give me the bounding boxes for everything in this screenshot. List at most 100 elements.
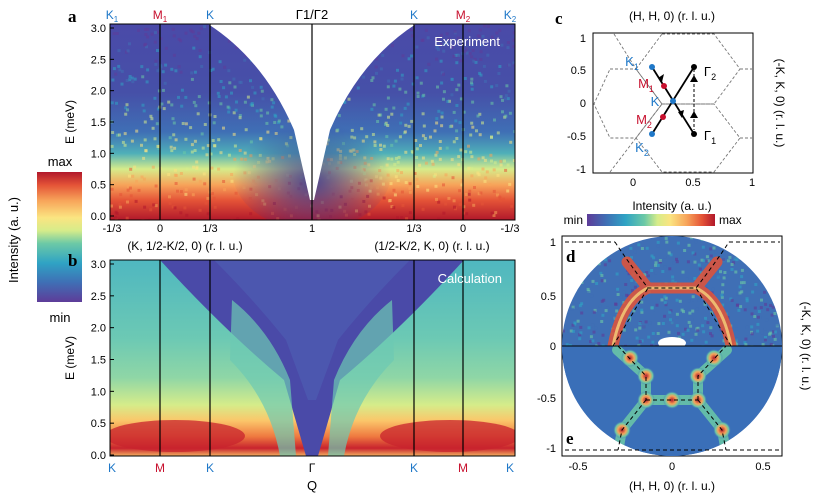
colorbar-min-label: min — [50, 310, 71, 325]
noise-pixel — [589, 335, 593, 339]
noise-pixel — [209, 69, 213, 72]
noise-pixel — [123, 132, 127, 136]
noise-pixel — [720, 295, 724, 299]
panel-a-ytick-label: 3.0 — [91, 23, 106, 35]
noise-pixel — [243, 100, 247, 104]
noise-pixel — [185, 213, 189, 217]
noise-pixel — [140, 143, 143, 147]
noise-pixel — [450, 158, 454, 162]
noise-pixel — [628, 316, 632, 320]
noise-pixel — [471, 100, 475, 104]
noise-pixel — [171, 117, 175, 121]
noise-pixel — [401, 203, 405, 207]
noise-pixel — [110, 101, 114, 105]
noise-pixel — [234, 191, 238, 195]
noise-pixel — [632, 309, 636, 313]
panel-c-ytick-label: 1 — [580, 33, 586, 45]
noise-pixel — [675, 324, 679, 328]
noise-pixel — [589, 340, 593, 344]
noise-pixel — [213, 115, 217, 118]
noise-pixel — [470, 167, 474, 171]
noise-pixel — [396, 160, 400, 164]
noise-pixel — [400, 77, 404, 81]
noise-pixel — [671, 275, 675, 279]
noise-pixel — [586, 291, 590, 294]
noise-pixel — [437, 109, 441, 113]
noise-pixel — [703, 302, 707, 306]
noise-pixel — [145, 45, 148, 49]
noise-pixel — [458, 203, 462, 207]
noise-pixel — [190, 71, 194, 75]
panel-a-ytick-label: 1.0 — [91, 148, 106, 160]
noise-pixel — [691, 251, 695, 255]
noise-pixel — [492, 168, 496, 172]
noise-pixel — [172, 53, 176, 57]
noise-pixel — [172, 34, 176, 38]
panel-a-xlabel-left: (K, 1/2-K/2, 0) (r. l. u.) — [127, 239, 242, 253]
noise-pixel — [597, 262, 601, 266]
noise-pixel — [502, 197, 505, 201]
noise-pixel — [371, 76, 375, 80]
noise-pixel — [471, 125, 475, 129]
noise-pixel — [172, 133, 176, 137]
noise-pixel — [669, 269, 673, 272]
noise-pixel — [125, 103, 129, 107]
calculation-label: Calculation — [438, 271, 502, 286]
noise-pixel — [690, 338, 694, 342]
top-label-m2: M2 — [456, 8, 471, 24]
noise-pixel — [259, 85, 263, 89]
point-k — [670, 98, 676, 104]
noise-pixel — [235, 45, 239, 49]
noise-pixel — [490, 159, 493, 163]
panel-c-ytick-label: 0.5 — [571, 65, 586, 77]
noise-pixel — [180, 104, 184, 108]
noise-pixel — [592, 310, 596, 314]
noise-pixel — [754, 283, 758, 286]
noise-pixel — [654, 271, 658, 275]
noise-pixel — [222, 86, 226, 90]
noise-pixel — [154, 204, 158, 208]
noise-pixel — [460, 183, 464, 187]
top-label-k-right: K — [410, 8, 418, 22]
noise-pixel — [472, 203, 476, 207]
noise-pixel — [571, 323, 575, 327]
noise-pixel — [495, 84, 499, 88]
noise-pixel — [110, 144, 114, 148]
noise-pixel — [419, 144, 422, 147]
noise-pixel — [399, 121, 403, 125]
noise-pixel — [490, 85, 494, 89]
panel-b-ytick-label: 2.5 — [91, 291, 106, 303]
noise-pixel — [230, 173, 234, 176]
noise-pixel — [603, 258, 607, 262]
noise-pixel — [669, 292, 673, 296]
noise-pixel — [444, 202, 448, 206]
noise-pixel — [124, 112, 128, 116]
noise-pixel — [483, 79, 487, 83]
colorbar-title: Intensity (a. u.) — [6, 197, 21, 283]
label-k2: K2 — [635, 140, 649, 158]
noise-pixel — [168, 136, 172, 140]
noise-pixel — [454, 119, 458, 123]
panel-de-xtick-label: -0.5 — [569, 461, 588, 473]
noise-pixel — [723, 271, 727, 274]
noise-pixel — [661, 270, 665, 273]
noise-pixel — [686, 328, 690, 332]
noise-pixel — [565, 343, 569, 347]
noise-pixel — [740, 290, 744, 294]
noise-pixel — [177, 95, 180, 99]
noise-pixel — [356, 86, 360, 90]
noise-pixel — [479, 73, 483, 77]
noise-pixel — [394, 156, 398, 160]
noise-pixel — [766, 342, 770, 346]
noise-pixel — [174, 182, 178, 185]
noise-pixel — [416, 185, 420, 188]
noise-pixel — [664, 236, 668, 240]
noise-pixel — [426, 188, 430, 192]
noise-pixel — [479, 58, 483, 61]
noise-pixel — [737, 308, 741, 312]
noise-pixel — [629, 246, 633, 250]
noise-pixel — [400, 190, 404, 194]
label-gamma2: Γ2 — [704, 64, 716, 82]
noise-pixel — [685, 277, 689, 281]
noise-pixel — [683, 249, 687, 252]
